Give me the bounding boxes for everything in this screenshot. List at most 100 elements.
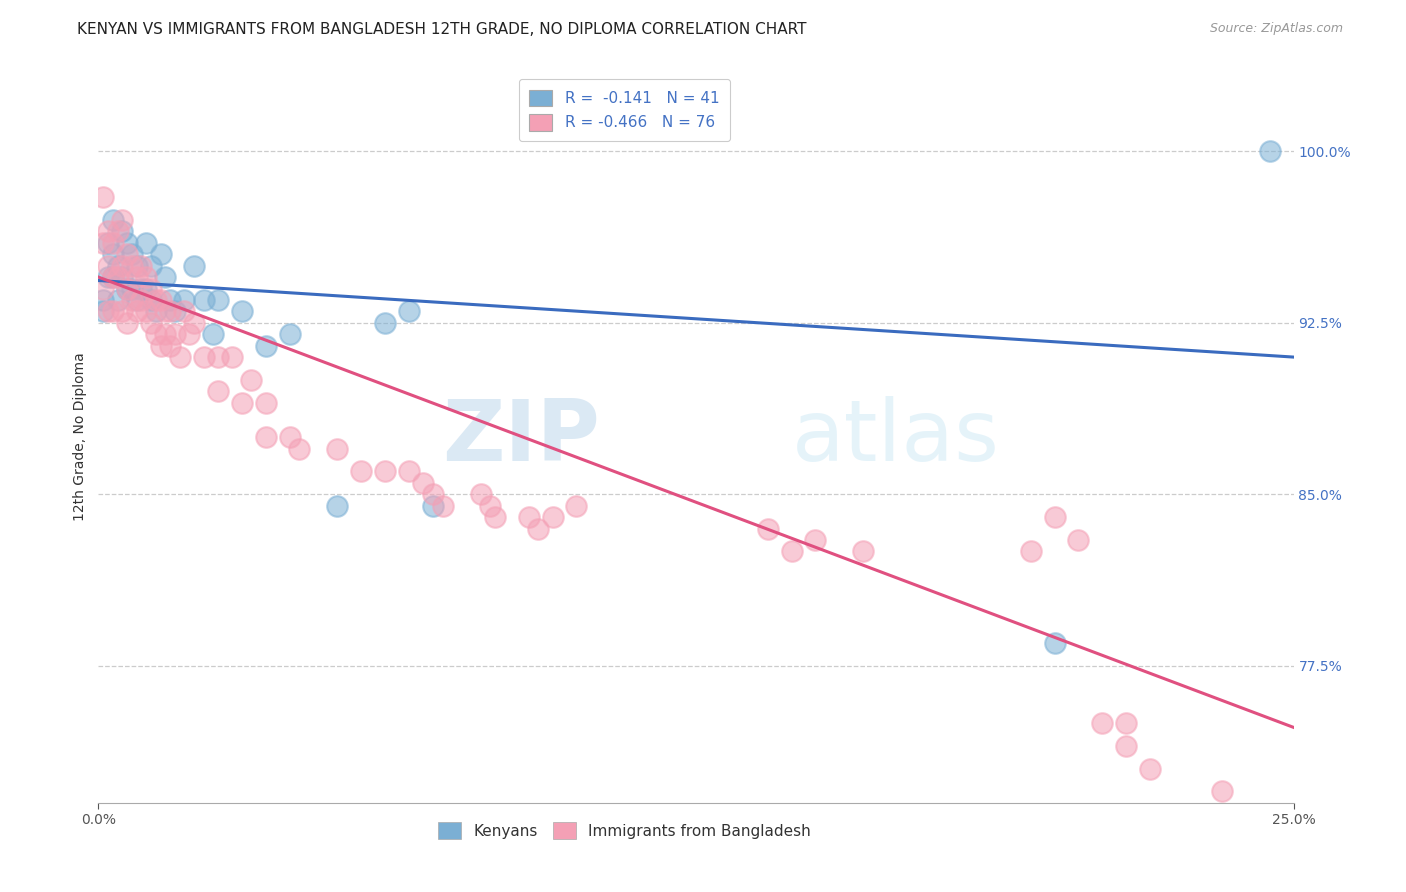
Point bbox=[240, 373, 263, 387]
Point bbox=[804, 533, 827, 547]
Point bbox=[756, 521, 779, 535]
Point bbox=[207, 384, 229, 399]
Point bbox=[173, 293, 195, 307]
Point bbox=[101, 247, 124, 261]
Point bbox=[1019, 544, 1042, 558]
Point bbox=[155, 270, 177, 285]
Point bbox=[101, 304, 124, 318]
Point bbox=[254, 430, 277, 444]
Point bbox=[278, 327, 301, 342]
Point bbox=[169, 350, 191, 364]
Point bbox=[173, 304, 195, 318]
Point bbox=[288, 442, 311, 456]
Point bbox=[852, 544, 875, 558]
Text: ZIP: ZIP bbox=[443, 395, 600, 479]
Point bbox=[139, 293, 162, 307]
Point bbox=[139, 259, 162, 273]
Point bbox=[202, 327, 225, 342]
Point bbox=[1043, 510, 1066, 524]
Point bbox=[207, 293, 229, 307]
Point bbox=[422, 499, 444, 513]
Point bbox=[412, 475, 434, 490]
Point bbox=[527, 521, 550, 535]
Point bbox=[97, 304, 120, 318]
Point bbox=[374, 464, 396, 478]
Point bbox=[101, 213, 124, 227]
Text: Source: ZipAtlas.com: Source: ZipAtlas.com bbox=[1209, 22, 1343, 36]
Point bbox=[91, 293, 114, 307]
Point bbox=[139, 316, 162, 330]
Point bbox=[1067, 533, 1090, 547]
Point bbox=[326, 499, 349, 513]
Point bbox=[326, 442, 349, 456]
Point bbox=[145, 327, 167, 342]
Point bbox=[1091, 715, 1114, 730]
Point bbox=[107, 259, 129, 273]
Point bbox=[179, 327, 201, 342]
Point bbox=[121, 247, 143, 261]
Point bbox=[432, 499, 454, 513]
Point bbox=[231, 396, 253, 410]
Point bbox=[115, 281, 138, 295]
Point bbox=[155, 327, 177, 342]
Point bbox=[1258, 145, 1281, 159]
Text: KENYAN VS IMMIGRANTS FROM BANGLADESH 12TH GRADE, NO DIPLOMA CORRELATION CHART: KENYAN VS IMMIGRANTS FROM BANGLADESH 12T… bbox=[77, 22, 807, 37]
Point bbox=[207, 350, 229, 364]
Point bbox=[135, 270, 157, 285]
Legend: Kenyans, Immigrants from Bangladesh: Kenyans, Immigrants from Bangladesh bbox=[430, 814, 818, 847]
Point bbox=[101, 270, 124, 285]
Point bbox=[254, 396, 277, 410]
Point bbox=[149, 293, 172, 307]
Point bbox=[145, 304, 167, 318]
Point bbox=[115, 235, 138, 250]
Point bbox=[135, 304, 157, 318]
Point bbox=[125, 259, 148, 273]
Text: atlas: atlas bbox=[792, 395, 1000, 479]
Point bbox=[155, 304, 177, 318]
Point bbox=[111, 213, 134, 227]
Point bbox=[111, 224, 134, 238]
Point bbox=[193, 293, 215, 307]
Point bbox=[350, 464, 373, 478]
Point bbox=[101, 270, 124, 285]
Point bbox=[91, 281, 114, 295]
Point bbox=[541, 510, 564, 524]
Point bbox=[121, 281, 143, 295]
Point bbox=[131, 293, 153, 307]
Point bbox=[159, 338, 181, 352]
Point bbox=[91, 235, 114, 250]
Point bbox=[125, 293, 148, 307]
Point bbox=[97, 235, 120, 250]
Point bbox=[97, 259, 120, 273]
Point bbox=[479, 499, 502, 513]
Point bbox=[517, 510, 540, 524]
Point bbox=[254, 338, 277, 352]
Point bbox=[121, 293, 143, 307]
Point bbox=[159, 293, 181, 307]
Point bbox=[131, 259, 153, 273]
Point bbox=[111, 259, 134, 273]
Point bbox=[278, 430, 301, 444]
Point bbox=[125, 304, 148, 318]
Point bbox=[107, 270, 129, 285]
Point bbox=[97, 270, 120, 285]
Point bbox=[149, 338, 172, 352]
Point bbox=[1115, 739, 1137, 753]
Point bbox=[149, 247, 172, 261]
Point bbox=[135, 235, 157, 250]
Y-axis label: 12th Grade, No Diploma: 12th Grade, No Diploma bbox=[73, 352, 87, 522]
Point bbox=[125, 270, 148, 285]
Point bbox=[1043, 636, 1066, 650]
Point bbox=[115, 247, 138, 261]
Point bbox=[139, 281, 162, 295]
Point bbox=[422, 487, 444, 501]
Point bbox=[101, 235, 124, 250]
Point bbox=[470, 487, 492, 501]
Point bbox=[193, 350, 215, 364]
Point bbox=[1211, 784, 1233, 798]
Point bbox=[221, 350, 243, 364]
Point bbox=[163, 304, 186, 318]
Point bbox=[131, 281, 153, 295]
Point bbox=[159, 304, 181, 318]
Point bbox=[91, 304, 114, 318]
